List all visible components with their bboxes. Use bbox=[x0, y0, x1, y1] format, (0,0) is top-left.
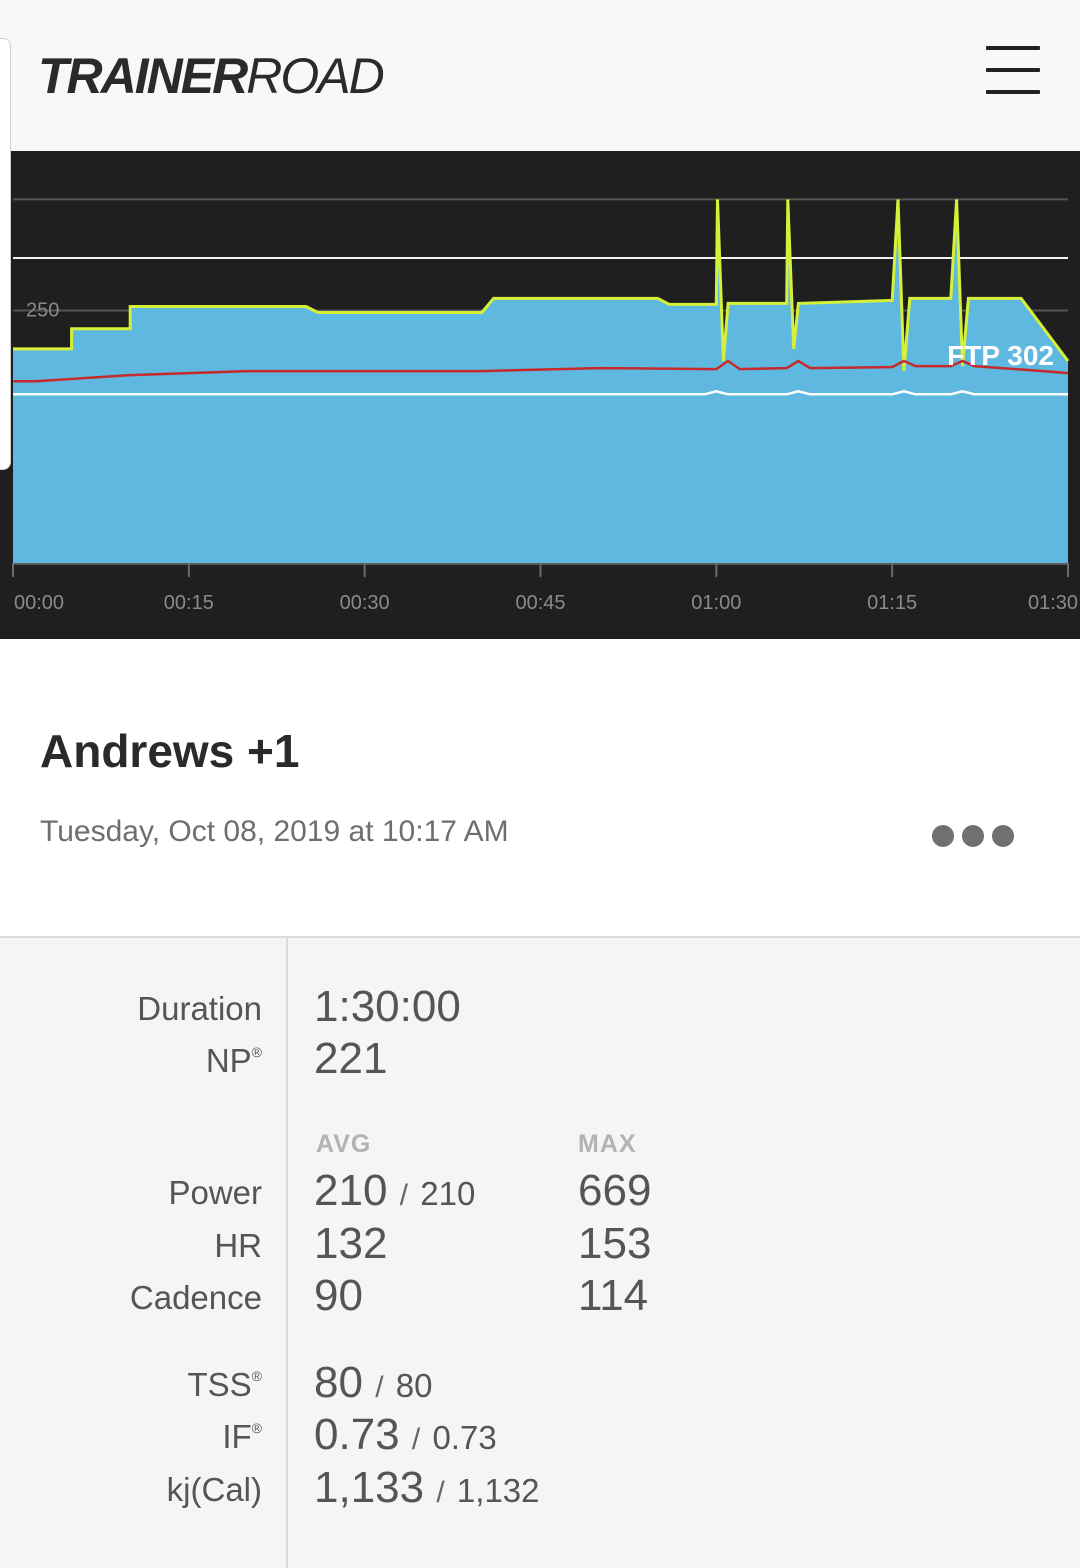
logo-text-regular: ROAD bbox=[246, 48, 384, 104]
y-reference-label: 250 bbox=[26, 300, 59, 322]
logo-text-bold: TRAINER bbox=[38, 48, 248, 104]
x-tick-label: 00:00 bbox=[14, 592, 64, 614]
if-label: IF® bbox=[222, 1418, 262, 1455]
cadence-label: Cadence bbox=[129, 1279, 262, 1316]
duration-label: Duration bbox=[137, 990, 262, 1027]
more-options-icon[interactable] bbox=[928, 822, 1018, 850]
x-tick-label: 01:15 bbox=[867, 592, 917, 614]
hr-avg-value: 132 bbox=[314, 1219, 388, 1268]
np-label: NP® bbox=[205, 1042, 262, 1079]
stats-divider bbox=[286, 938, 288, 1568]
hamburger-menu-icon[interactable] bbox=[986, 46, 1042, 94]
cadence-series bbox=[13, 390, 1068, 396]
x-tick-label: 00:45 bbox=[515, 592, 565, 614]
cadence-max-value: 114 bbox=[578, 1271, 649, 1320]
kj-label: kj(Cal) bbox=[166, 1471, 262, 1508]
hr-label: HR bbox=[214, 1227, 262, 1264]
x-tick-label: 00:15 bbox=[164, 592, 214, 614]
workout-chart-svg: 00:00 00:15 00:30 00:45 01:00 01:15 01:30 250 … bbox=[12, 198, 1078, 614]
power-avg-value: 210 / 210 bbox=[314, 1166, 476, 1215]
heart-rate-series bbox=[13, 359, 1069, 383]
power-max-value: 669 bbox=[578, 1166, 652, 1215]
np-value: 221 bbox=[314, 1034, 388, 1083]
workout-date: Tuesday, Oct 08, 2019 at 10:17 AM bbox=[40, 815, 509, 848]
app-header: TRAINERROAD bbox=[0, 0, 1080, 151]
if-value: 0.73 / 0.73 bbox=[314, 1410, 497, 1459]
ftp-label: FTP 302 bbox=[947, 340, 1054, 371]
hr-max-value: 153 bbox=[578, 1219, 652, 1268]
x-tick-label: 01:00 bbox=[691, 592, 741, 614]
cadence-avg-value: 90 bbox=[314, 1271, 363, 1320]
trainerroad-logo[interactable]: TRAINERROAD bbox=[38, 46, 385, 106]
tss-label: TSS® bbox=[187, 1366, 262, 1403]
workout-chart: 00:00 00:15 00:30 00:45 01:00 01:15 01:30 250 … bbox=[0, 151, 1080, 639]
kj-value: 1,133 / 1,132 bbox=[314, 1463, 540, 1512]
duration-value: 1:30:00 bbox=[314, 982, 461, 1031]
stats-panel: Duration 1:30:00 NP® 221 AVG MAX Power 2… bbox=[0, 936, 1080, 1568]
power-outline-series bbox=[13, 199, 1070, 372]
workout-title: Andrews +1 bbox=[40, 725, 300, 777]
avg-column-header: AVG bbox=[316, 1130, 372, 1158]
side-drawer-handle[interactable] bbox=[0, 38, 11, 470]
tss-value: 80 / 80 bbox=[314, 1358, 433, 1407]
x-tick-label: 00:30 bbox=[340, 592, 390, 614]
x-tick-label: 01:30 bbox=[1028, 592, 1078, 614]
max-column-header: MAX bbox=[578, 1130, 637, 1158]
power-area-series bbox=[13, 199, 1068, 563]
power-label: Power bbox=[168, 1174, 262, 1211]
